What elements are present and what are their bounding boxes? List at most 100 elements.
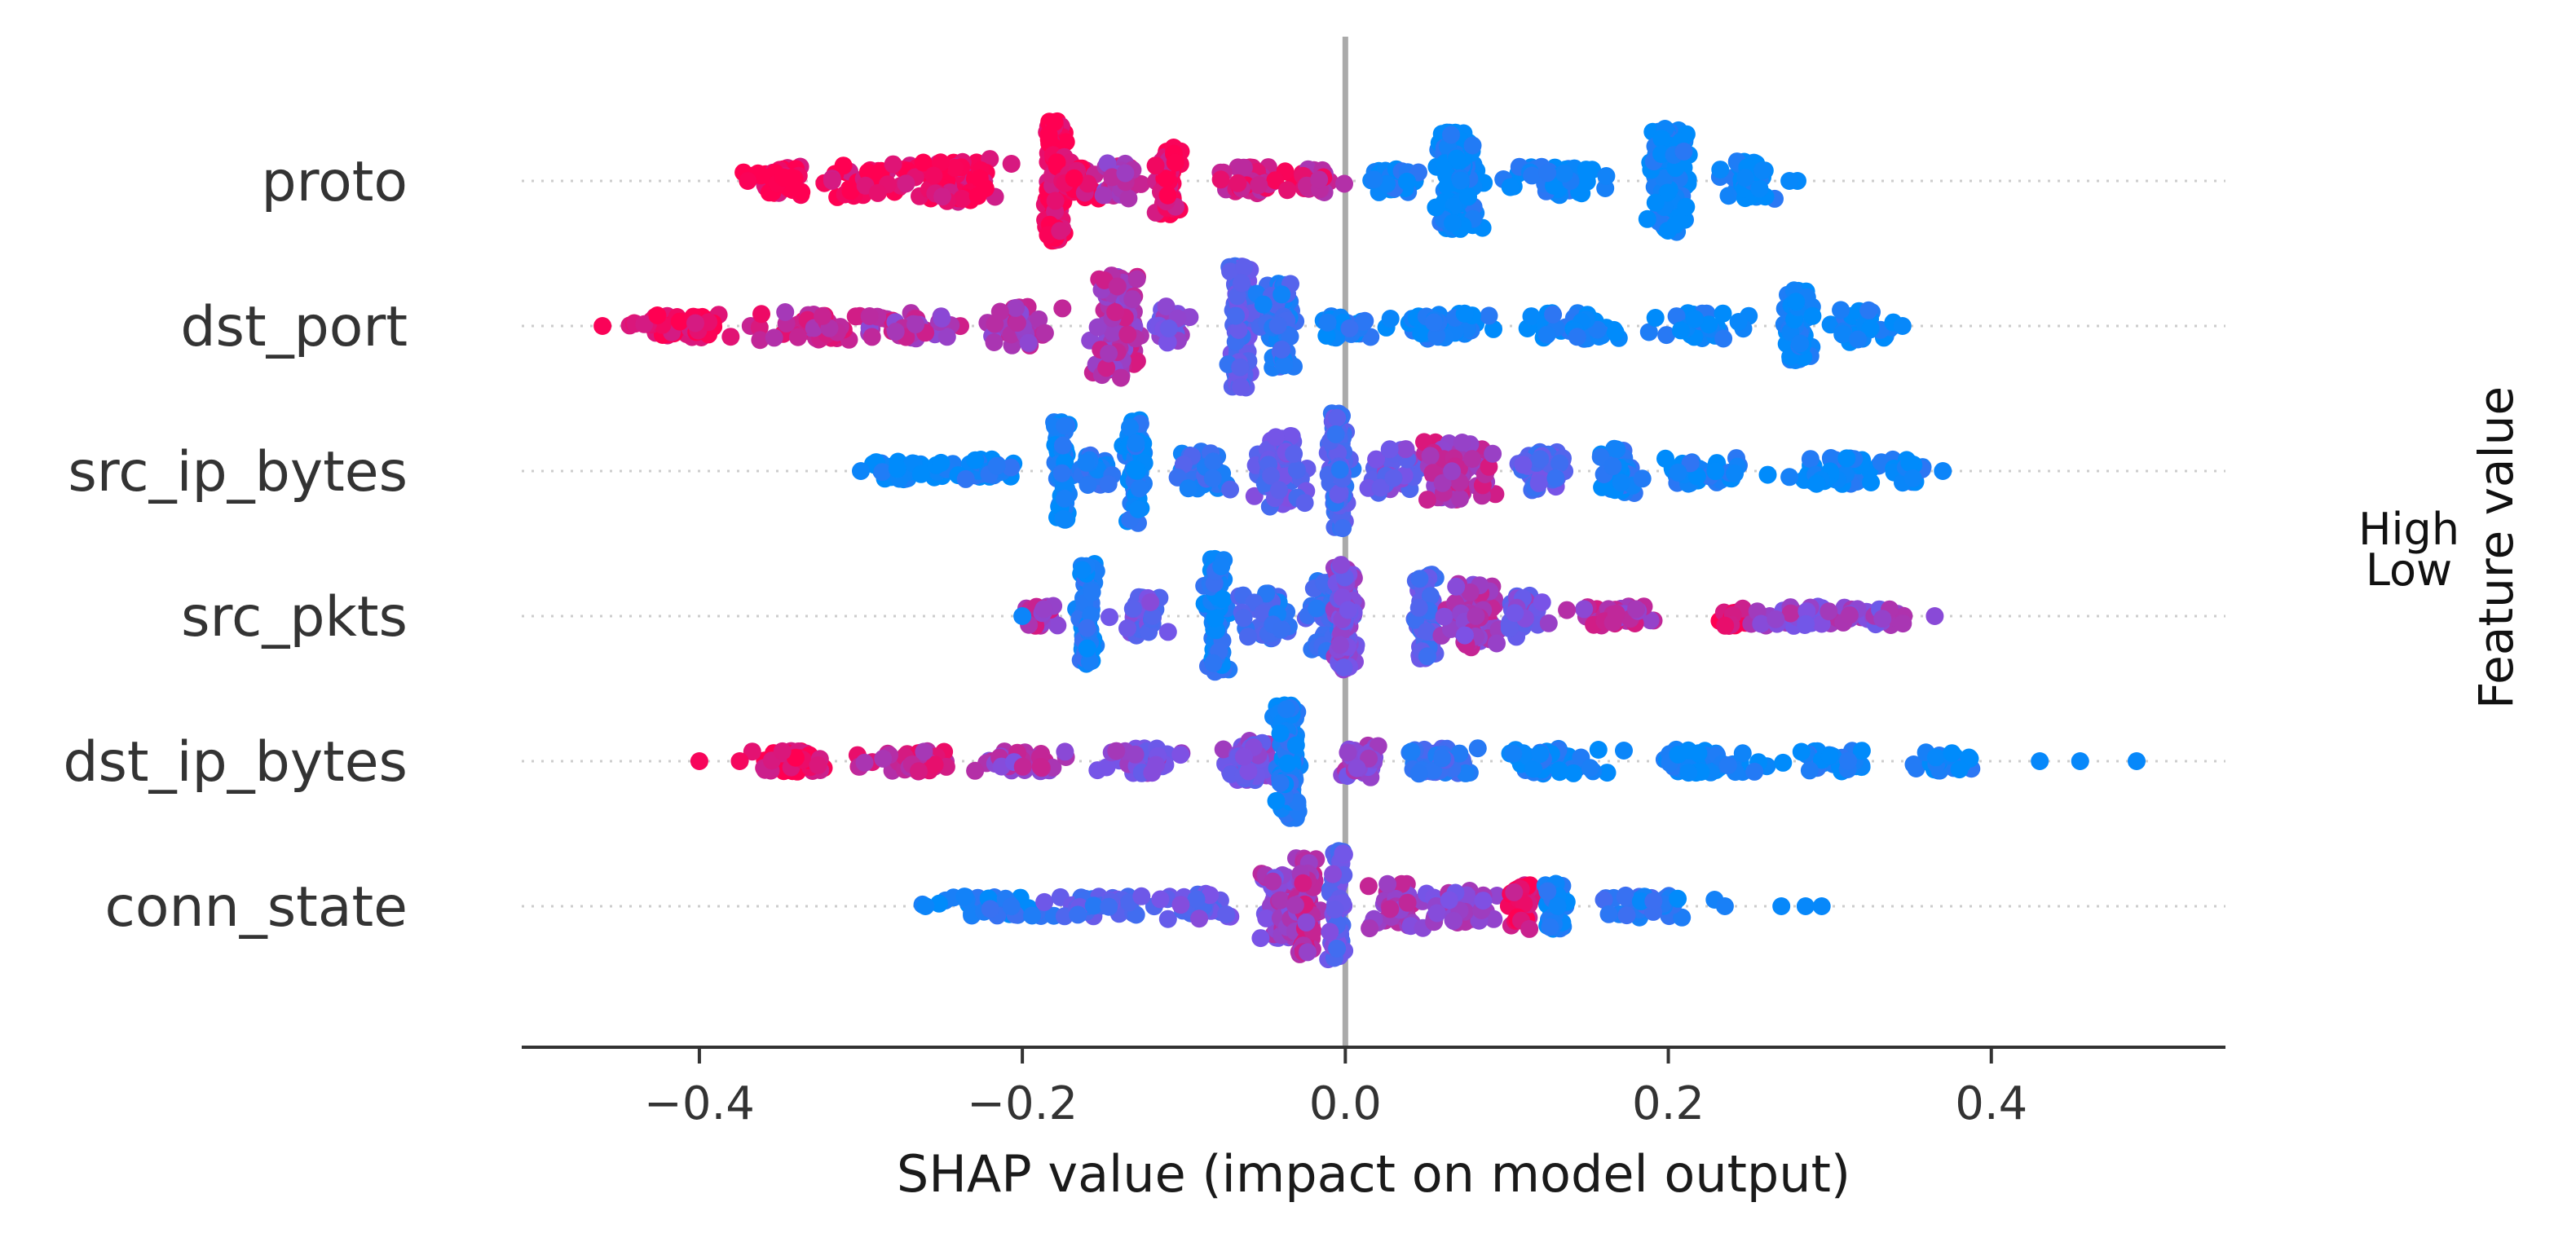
shap-point: [1558, 601, 1577, 619]
feature-label-src_ip_bytes: src_ip_bytes: [68, 440, 408, 504]
shap-point: [1308, 599, 1326, 618]
shap-point: [906, 315, 925, 334]
shap-point: [1925, 607, 1944, 625]
shap-point: [981, 900, 999, 918]
shap-point: [1286, 896, 1304, 914]
shap-point: [1331, 636, 1349, 654]
shap-point: [1371, 478, 1390, 497]
shap-point: [1007, 298, 1025, 317]
shap-point: [1073, 561, 1092, 579]
shap-point: [788, 328, 807, 346]
shap-point: [1421, 447, 1440, 465]
shap-point: [1500, 619, 1519, 638]
shap-point: [1359, 877, 1378, 896]
shap-point: [1421, 587, 1440, 606]
shap-point: [914, 153, 933, 172]
shap-point: [860, 307, 879, 325]
shap-point: [1239, 628, 1257, 646]
shap-point: [873, 463, 892, 482]
shap-point: [1780, 172, 1799, 190]
shap-point: [1023, 906, 1041, 925]
shap-point: [1126, 745, 1145, 764]
shap-point: [1781, 604, 1800, 623]
shap-point: [1934, 462, 1952, 480]
shap-point: [1514, 456, 1533, 474]
shap-point: [1035, 324, 1054, 342]
x-tick-label: 0.0: [1309, 1077, 1382, 1130]
feature-row-dst_port: [593, 257, 1912, 397]
shap-point: [648, 306, 667, 324]
shap-point: [1833, 324, 1852, 343]
shap-point: [1227, 306, 1245, 325]
shap-point: [1098, 154, 1117, 173]
shap-point: [862, 328, 881, 346]
shap-point: [1235, 747, 1253, 766]
shap-point: [1729, 313, 1748, 331]
shap-point: [1671, 321, 1690, 340]
shap-point: [897, 174, 915, 193]
shap-point: [1213, 590, 1232, 609]
shap-point: [1151, 890, 1170, 909]
shap-point: [1791, 334, 1810, 353]
shap-point: [1245, 487, 1264, 505]
shap-point: [1048, 616, 1067, 635]
shap-point: [1568, 328, 1586, 346]
shap-point: [846, 307, 865, 326]
shap-point: [1412, 324, 1431, 343]
shap-point: [730, 752, 749, 770]
shap-point: [809, 756, 827, 774]
legend-title: Feature value: [2468, 386, 2524, 709]
feature-value-legend: High Low Feature value: [2358, 386, 2524, 709]
shap-point: [1861, 319, 1880, 337]
shap-point: [1774, 753, 1793, 772]
shap-point: [1262, 466, 1281, 485]
shap-point: [1031, 758, 1050, 776]
shap-point: [1069, 905, 1087, 924]
shap-point: [910, 762, 928, 781]
shap-point: [1381, 310, 1400, 328]
shap-point: [852, 462, 870, 480]
shap-point: [1537, 325, 1556, 344]
shap-point: [1123, 290, 1142, 309]
x-tick-label: −0.4: [644, 1077, 755, 1130]
shap-point: [956, 469, 975, 488]
shap-point: [1002, 155, 1021, 173]
shap-point: [1310, 170, 1329, 189]
shap-point: [699, 313, 718, 332]
shap-point: [1541, 918, 1559, 936]
shap-point: [1281, 427, 1299, 445]
shap-point: [1718, 756, 1737, 775]
shap-point: [930, 894, 948, 913]
shap-point: [1674, 142, 1693, 161]
shap-point: [1204, 452, 1223, 471]
shap-point: [1714, 329, 1733, 348]
shap-point: [1555, 164, 1573, 183]
shap-point: [1035, 892, 1054, 911]
shap-point: [1217, 905, 1236, 923]
shap-point: [1232, 377, 1251, 396]
shap-point: [1187, 890, 1206, 909]
shap-point: [1488, 634, 1506, 653]
shap-point: [1147, 755, 1165, 774]
shap-point: [1862, 473, 1881, 491]
shap-point: [1348, 759, 1366, 777]
shap-point: [1679, 741, 1698, 760]
beeswarm-points: [593, 112, 2146, 969]
shap-point: [1013, 607, 1032, 625]
feature-row-conn_state: [913, 842, 1831, 969]
shap-point: [1101, 608, 1118, 627]
shap-point: [776, 303, 795, 321]
shap-point: [1433, 749, 1452, 768]
shap-point: [966, 451, 985, 469]
shap-point: [1484, 444, 1502, 463]
shap-point: [1157, 297, 1176, 316]
shap-point: [1903, 469, 1922, 487]
shap-point: [1398, 172, 1416, 191]
x-tick-label: 0.2: [1632, 1077, 1705, 1130]
shap-point: [1418, 623, 1436, 641]
shap-point: [1520, 919, 1539, 938]
shap-point: [1083, 583, 1101, 601]
shap-point: [925, 755, 944, 774]
shap-point: [1030, 310, 1048, 328]
shap-point: [1657, 326, 1676, 345]
